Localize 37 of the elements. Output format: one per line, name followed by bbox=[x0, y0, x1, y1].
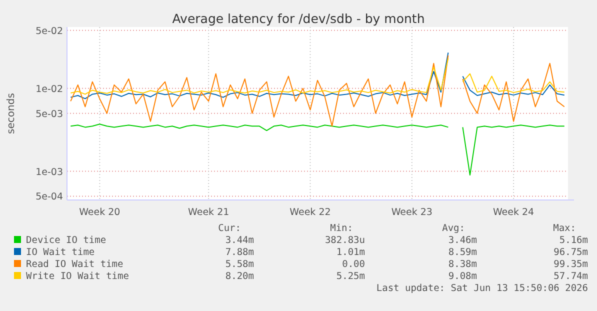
text: 382.83u bbox=[324, 235, 365, 246]
text: 8.38m bbox=[448, 259, 478, 270]
x-tick-label: Week 24 bbox=[492, 207, 534, 218]
x-tick-label: Week 21 bbox=[188, 207, 230, 218]
x-tick-label: Week 20 bbox=[79, 207, 120, 218]
chart-title: Average latency for /dev/sdb - by month bbox=[172, 11, 425, 26]
text: 3.46m bbox=[448, 235, 478, 246]
text: Cur: bbox=[218, 223, 241, 234]
text: Max: bbox=[553, 223, 576, 234]
y-axis-title: seconds bbox=[6, 93, 17, 134]
text: Avg: bbox=[442, 223, 465, 234]
text: 99.35m bbox=[554, 259, 588, 270]
legend-label: Device IO time bbox=[26, 235, 106, 246]
text: 57.74m bbox=[554, 271, 588, 282]
legend-label: Read IO Wait time bbox=[26, 259, 124, 270]
text: Min: bbox=[330, 223, 353, 234]
text: 96.75m bbox=[554, 247, 588, 258]
text: 3.44m bbox=[225, 235, 254, 246]
text: Last update: Sat Jun 13 15:50:06 2026 bbox=[376, 283, 588, 294]
y-tick-label: 5e-04 bbox=[36, 192, 63, 203]
legend-label: IO Wait time bbox=[26, 247, 95, 258]
text: 5.16m bbox=[559, 235, 588, 246]
text: 8.20m bbox=[225, 271, 254, 282]
y-tick-label: 1e-03 bbox=[36, 166, 63, 178]
text: 7.88m bbox=[225, 247, 254, 258]
y-tick-label: 5e-03 bbox=[36, 108, 63, 120]
text: 5.58m bbox=[225, 259, 254, 270]
text: 8.59m bbox=[448, 247, 478, 258]
y-tick-label: 5e-02 bbox=[36, 26, 63, 37]
text: 5.25m bbox=[336, 271, 366, 282]
text: 9.08m bbox=[448, 271, 478, 282]
y-tick-label: 1e-02 bbox=[36, 84, 63, 95]
x-tick-label: Week 23 bbox=[391, 207, 432, 218]
text: 0.00 bbox=[342, 259, 366, 270]
text: 1.01m bbox=[336, 247, 366, 258]
legend-label: Write IO Wait time bbox=[26, 271, 130, 282]
x-tick-label: Week 22 bbox=[290, 207, 331, 218]
